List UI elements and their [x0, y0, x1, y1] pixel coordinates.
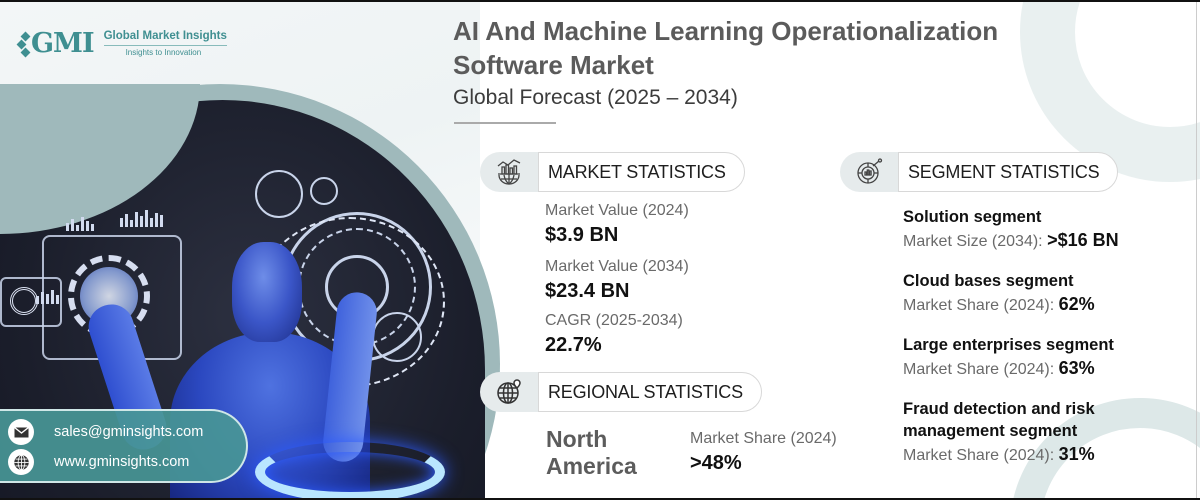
hud-ring-icon	[10, 287, 38, 315]
website-link[interactable]: www.gminsights.com	[54, 454, 190, 470]
segment-label: Market Size (2034):	[903, 233, 1043, 250]
stat-label: CAGR (2025-2034)	[545, 312, 683, 329]
page-title: AI And Machine Learning Operationalizati…	[453, 16, 999, 80]
border-line	[1196, 2, 1197, 498]
segment-label: Market Share (2024):	[903, 297, 1055, 314]
globe-icon	[8, 449, 34, 475]
segment-value: 63%	[1058, 358, 1095, 378]
stat-label: Market Value (2024)	[545, 202, 689, 219]
gmi-logo[interactable]: GMI Global Market Insights Insights to I…	[16, 28, 227, 59]
hud-panel-small	[0, 277, 62, 327]
hud-gear	[310, 177, 338, 205]
contact-box: sales@gminsights.com www.gminsights.com	[0, 409, 248, 483]
segment-item: Cloud bases segment Market Share (2024):…	[903, 270, 1095, 318]
segment-value: >$16 BN	[1047, 230, 1119, 250]
brand-name: Global Market Insights	[103, 30, 227, 46]
stat-value: 22.7%	[545, 334, 602, 356]
segment-item: Large enterprises segment Market Share (…	[903, 334, 1114, 382]
title-divider	[454, 122, 556, 124]
email-link[interactable]: sales@gminsights.com	[54, 424, 204, 440]
segment-statistics-heading: SEGMENT STATISTICS	[898, 152, 1119, 192]
envelope-icon	[8, 419, 34, 445]
contact-email[interactable]: sales@gminsights.com	[6, 417, 246, 447]
stat-label: Market Share (2024)	[690, 430, 837, 447]
segment-value: 62%	[1058, 294, 1095, 314]
market-statistics-header: MARKET STATISTICS	[480, 152, 745, 192]
segment-title: Cloud bases segment	[903, 272, 1074, 290]
glow-ring	[255, 442, 445, 498]
hud-bar-chart	[36, 290, 59, 304]
segment-label: Market Share (2024):	[903, 361, 1055, 378]
robot-head	[232, 242, 302, 342]
hud-bar-chart	[66, 217, 94, 231]
stat-value: $23.4 BN	[545, 280, 630, 302]
regional-statistics-heading: REGIONAL STATISTICS	[538, 372, 762, 412]
logo-gmi-text: GMI	[31, 28, 95, 59]
segment-statistics-header: SEGMENT STATISTICS	[840, 152, 1119, 192]
hud-bar-chart	[120, 210, 163, 227]
stat-label: Market Value (2034)	[545, 258, 689, 275]
chart-globe-icon	[480, 152, 538, 192]
logo-mark: GMI	[16, 28, 95, 59]
segment-title: Fraud detection and risk management segm…	[903, 400, 1095, 440]
diamond-icon	[16, 31, 31, 57]
globe-pin-icon	[480, 372, 538, 412]
segment-title: Large enterprises segment	[903, 336, 1114, 354]
segment-value: 31%	[1058, 444, 1095, 464]
contact-website[interactable]: www.gminsights.com	[6, 447, 246, 477]
page-subtitle: Global Forecast (2025 – 2034)	[453, 86, 738, 109]
region-name: North America	[546, 426, 637, 479]
segment-title: Solution segment	[903, 208, 1042, 226]
stat-value: $3.9 BN	[545, 224, 619, 246]
market-statistics-heading: MARKET STATISTICS	[538, 152, 745, 192]
segment-label: Market Share (2024):	[903, 447, 1055, 464]
pie-chart-icon	[840, 152, 898, 192]
regional-statistics-header: REGIONAL STATISTICS	[480, 372, 762, 412]
segment-item: Solution segment Market Size (2034): >$1…	[903, 206, 1119, 254]
segment-item: Fraud detection and risk management segm…	[903, 398, 1153, 468]
hud-gear	[255, 170, 303, 218]
stat-value: >48%	[690, 452, 742, 474]
brand-tagline: Insights to Innovation	[125, 48, 202, 57]
